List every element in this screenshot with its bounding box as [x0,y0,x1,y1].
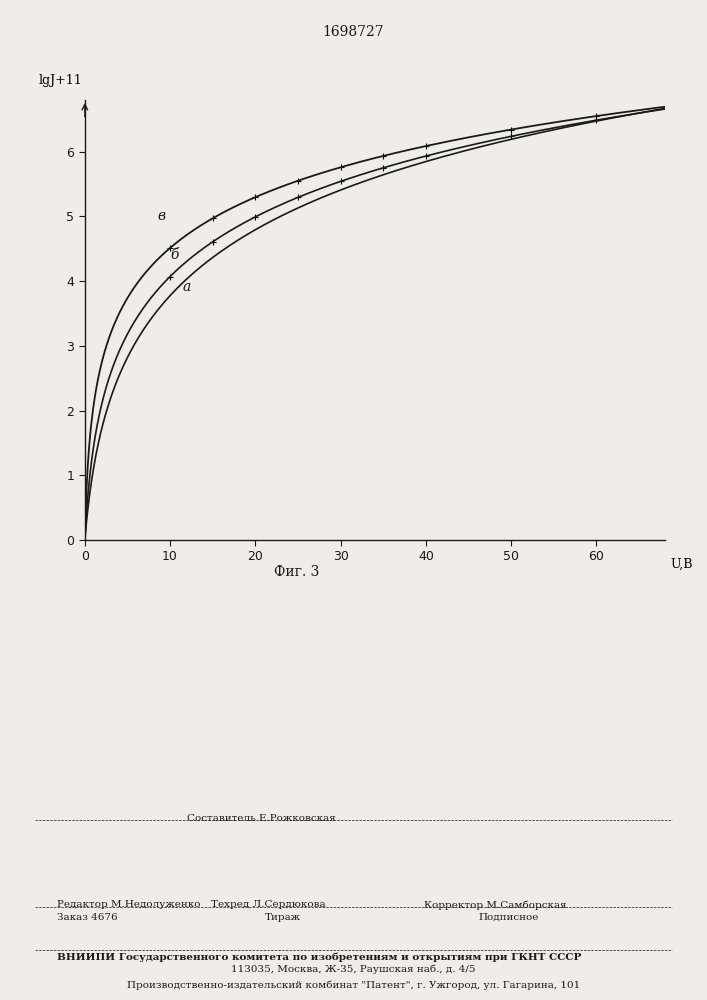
Text: Техред Л.Сердюкова: Техред Л.Сердюкова [211,900,326,909]
Text: Редактор М.Недолуженко: Редактор М.Недолуженко [57,900,200,909]
Text: Заказ 4676: Заказ 4676 [57,913,117,922]
Text: б: б [170,248,179,262]
Text: Составитель Е.Рожковская: Составитель Е.Рожковская [187,814,336,823]
Text: 1698727: 1698727 [322,25,385,39]
Text: U,В: U,В [670,558,693,571]
Text: lgJ+11: lgJ+11 [38,74,82,87]
Text: Подписное: Подписное [479,913,539,922]
Text: ВНИИПИ Государственного комитета по изобретениям и открытиям при ГКНТ СССР: ВНИИПИ Государственного комитета по изоб… [57,952,581,962]
Text: в: в [157,209,165,223]
Text: Корректор М.Самборская: Корректор М.Самборская [423,900,566,910]
Text: 113035, Москва, Ж-35, Раушская наб., д. 4/5: 113035, Москва, Ж-35, Раушская наб., д. … [231,964,476,974]
Text: Тираж: Тираж [264,913,301,922]
Text: Фиг. 3: Фиг. 3 [274,565,320,579]
Text: а: а [183,280,191,294]
Text: Производственно-издательский комбинат "Патент", г. Ужгород, ул. Гагарина, 101: Производственно-издательский комбинат "П… [127,980,580,990]
